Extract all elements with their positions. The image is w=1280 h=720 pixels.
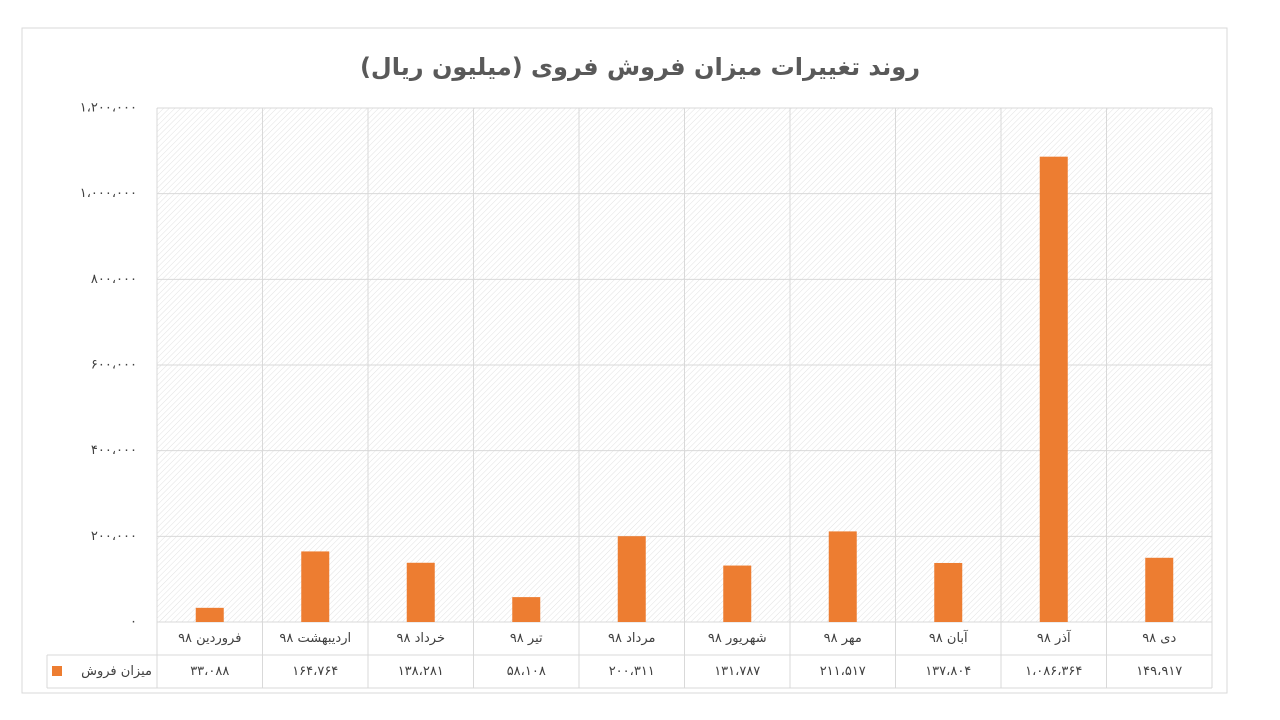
- value-label: ۵۸،۱۰۸: [507, 664, 546, 679]
- x-tick-label: مرداد ۹۸: [608, 631, 655, 646]
- value-label: ۱۶۴،۷۶۴: [292, 664, 338, 679]
- bar: [1039, 156, 1068, 623]
- y-tick-label: ۸۰۰،۰۰۰: [91, 272, 137, 287]
- value-label: ۱۴۹،۹۱۷: [1136, 664, 1182, 679]
- bar: [195, 607, 224, 622]
- bar: [406, 562, 435, 622]
- x-tick-label: فروردین ۹۸: [178, 631, 241, 646]
- x-tick-label: شهریور ۹۸: [708, 631, 767, 646]
- bar: [934, 562, 963, 622]
- value-label: ۲۱۱،۵۱۷: [820, 664, 866, 679]
- legend-label: میزان فروش: [81, 664, 152, 679]
- x-tick-label: تیر ۹۸: [510, 631, 543, 646]
- y-tick-label: ۰: [130, 615, 137, 630]
- y-tick-label: ۲۰۰،۰۰۰: [91, 529, 137, 544]
- value-label: ۱۳۸،۲۸۱: [398, 664, 444, 679]
- value-label: ۱۳۷،۸۰۴: [925, 664, 971, 679]
- x-tick-label: آبان ۹۸: [929, 629, 969, 646]
- chart-title: روند تغییرات میزان فروش فروی (میلیون ریا…: [360, 53, 920, 81]
- bar: [512, 597, 541, 622]
- bar: [1145, 557, 1174, 622]
- value-label: ۲۰۰،۳۱۱: [609, 664, 655, 679]
- x-tick-label: آذر ۹۸: [1037, 629, 1072, 646]
- x-tick-label: اردیبهشت ۹۸: [279, 631, 351, 646]
- x-tick-label: دی ۹۸: [1142, 631, 1176, 646]
- bar: [301, 551, 330, 622]
- y-tick-label: ۴۰۰،۰۰۰: [91, 443, 137, 458]
- value-label: ۱۳۱،۷۸۷: [714, 664, 760, 679]
- value-label: ۱،۰۸۶،۳۶۴: [1025, 664, 1082, 679]
- bar: [723, 565, 752, 622]
- y-tick-label: ۱،۲۰۰،۰۰۰: [80, 101, 137, 116]
- value-label: ۳۳،۰۸۸: [190, 664, 229, 679]
- y-tick-label: ۶۰۰،۰۰۰: [91, 358, 137, 373]
- bar: [617, 536, 646, 622]
- x-tick-label: مهر ۹۸: [824, 631, 862, 646]
- x-tick-label: خرداد ۹۸: [397, 631, 446, 646]
- bar: [828, 531, 857, 622]
- y-tick-label: ۱،۰۰۰،۰۰۰: [80, 186, 137, 201]
- legend-swatch: [52, 666, 62, 676]
